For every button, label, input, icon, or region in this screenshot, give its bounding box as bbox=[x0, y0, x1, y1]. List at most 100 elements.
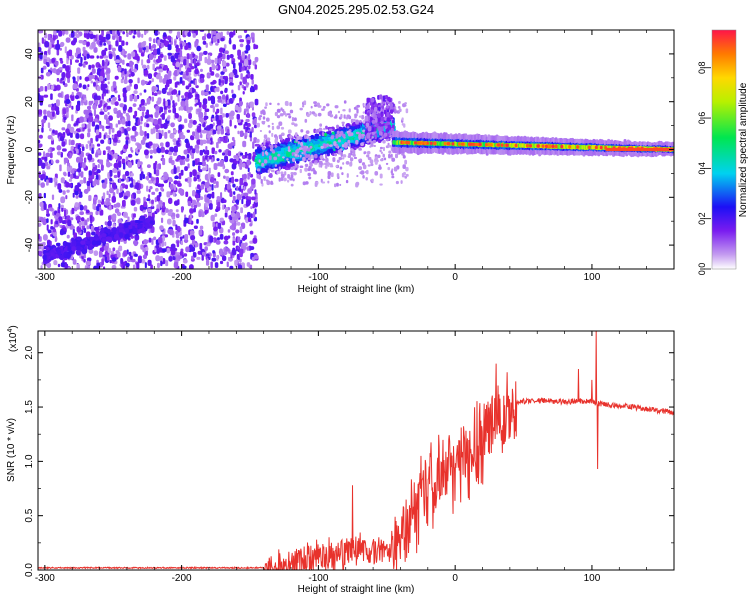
spectrogram-cell bbox=[38, 152, 42, 156]
spectrogram-cell bbox=[298, 152, 302, 155]
spectrogram-cell bbox=[280, 176, 284, 182]
spectrogram-cell bbox=[160, 217, 164, 224]
spectrogram-cell bbox=[249, 264, 253, 269]
spectrogram-cell bbox=[292, 146, 297, 151]
spectrogram-cell bbox=[125, 121, 129, 127]
spectrogram-cell bbox=[99, 40, 103, 46]
spectrogram-cell bbox=[261, 110, 266, 114]
spectrogram-cell bbox=[76, 226, 82, 233]
spectrogram-cell bbox=[143, 239, 148, 245]
spectrogram-cell bbox=[251, 79, 254, 85]
spectrogram-cell bbox=[327, 180, 330, 184]
spectrogram-cell bbox=[303, 100, 307, 106]
spectrogram-cell bbox=[300, 129, 304, 133]
spectrogram-cell bbox=[86, 257, 92, 262]
spectrogram-cell bbox=[277, 153, 281, 157]
spectrogram-cell bbox=[119, 30, 123, 33]
spectrogram-cell bbox=[284, 147, 289, 152]
spectrogram-cell bbox=[133, 90, 138, 95]
spectrogram-cell bbox=[111, 257, 117, 262]
spectrogram-cell bbox=[65, 106, 69, 113]
spectrogram-cell bbox=[291, 122, 295, 126]
spectrogram-cell bbox=[253, 84, 258, 90]
spectrogram-cell bbox=[366, 169, 369, 175]
spectrogram-cell bbox=[120, 178, 125, 182]
spectrogram-cell bbox=[78, 62, 83, 67]
spectrogram-cell bbox=[224, 78, 228, 85]
spectrogram-cell bbox=[248, 172, 251, 177]
spectrogram-cell bbox=[191, 152, 195, 159]
spectrogram-cell bbox=[146, 164, 151, 169]
spectrogram-cell bbox=[108, 53, 113, 60]
spectrogram-cell bbox=[198, 211, 202, 218]
spectrogram-cell bbox=[166, 191, 171, 198]
spectrogram-cell bbox=[38, 30, 42, 34]
spectrogram-cell bbox=[174, 175, 179, 180]
spectrogram-cell bbox=[123, 50, 127, 54]
spectrogram-cell bbox=[112, 137, 118, 143]
spectrogram-cell bbox=[214, 262, 219, 269]
spectrogram-cell bbox=[153, 38, 156, 44]
spectrogram-cell bbox=[133, 206, 138, 212]
spectrogram-cell bbox=[187, 32, 191, 37]
spectrogram-cell bbox=[280, 132, 285, 137]
spectrogram-cell bbox=[106, 161, 111, 168]
spectrogram-cell bbox=[41, 37, 44, 44]
spectrogram-cell bbox=[246, 159, 251, 166]
spectrogram-cell bbox=[219, 52, 223, 58]
spectrogram-cell bbox=[114, 75, 119, 80]
spectrogram-cell bbox=[229, 31, 234, 38]
spectrogram-cell bbox=[174, 102, 178, 106]
spectrogram-cell bbox=[216, 86, 220, 92]
spectrogram-cell bbox=[176, 140, 180, 146]
spectrogram-cell bbox=[268, 130, 271, 134]
spectrogram-cell bbox=[309, 163, 313, 167]
spectrogram-cell bbox=[236, 253, 240, 261]
spectrogram-cell bbox=[380, 151, 383, 155]
spectrogram-cell bbox=[147, 208, 152, 213]
spectrogram-cell bbox=[131, 66, 134, 72]
spectrogram-cell bbox=[150, 176, 154, 182]
spectrogram-cell bbox=[126, 62, 130, 67]
spectrogram-cell bbox=[46, 218, 49, 224]
spectrogram-cell bbox=[165, 100, 168, 107]
spectrogram-cell bbox=[70, 173, 74, 180]
spectrogram-cell bbox=[78, 193, 83, 198]
spectrogram-cell bbox=[112, 229, 117, 235]
spectrogram-cell bbox=[129, 255, 133, 260]
spectrogram-cell bbox=[224, 136, 228, 144]
spectrogram-cell bbox=[158, 191, 162, 197]
spectrogram-cell bbox=[209, 235, 214, 243]
spectrogram-cell bbox=[183, 149, 188, 155]
spectrogram-cell bbox=[230, 252, 233, 259]
spectrogram-cell bbox=[241, 198, 244, 205]
spectrogram-cell bbox=[382, 139, 386, 144]
spectrogram-cell bbox=[42, 234, 48, 241]
spectrogram-cell bbox=[106, 40, 111, 45]
spectrogram-cell bbox=[243, 186, 246, 190]
spectrogram-cell bbox=[71, 30, 75, 38]
spectrogram-cell bbox=[286, 113, 291, 116]
spectrogram-cell bbox=[253, 254, 259, 260]
spectrogram-cell bbox=[139, 92, 143, 96]
spectrogram-cell bbox=[51, 103, 55, 107]
spectrogram-cell bbox=[346, 173, 349, 178]
spectrogram-cell bbox=[137, 119, 140, 126]
spectrogram-cell bbox=[182, 265, 187, 269]
spectrogram-cell bbox=[234, 260, 238, 266]
spectrogram-cell bbox=[245, 44, 251, 51]
spectrogram-cell bbox=[404, 159, 408, 165]
spectrogram-cell bbox=[38, 193, 42, 200]
spectrogram-cell bbox=[95, 240, 102, 246]
spectrogram-cell bbox=[361, 139, 365, 143]
spectrogram-cell bbox=[69, 126, 75, 134]
spectrogram-cell bbox=[38, 42, 41, 49]
spectrogram-cell bbox=[294, 132, 298, 137]
spectrogram-cell bbox=[348, 143, 351, 148]
spectrogram-cell bbox=[111, 195, 116, 203]
spectrogram-cell bbox=[180, 134, 186, 140]
spectrogram-cell bbox=[149, 149, 154, 154]
spectrogram-cell bbox=[233, 195, 236, 202]
spectrogram-cell bbox=[146, 59, 151, 64]
spectrogram-cell bbox=[97, 164, 100, 169]
